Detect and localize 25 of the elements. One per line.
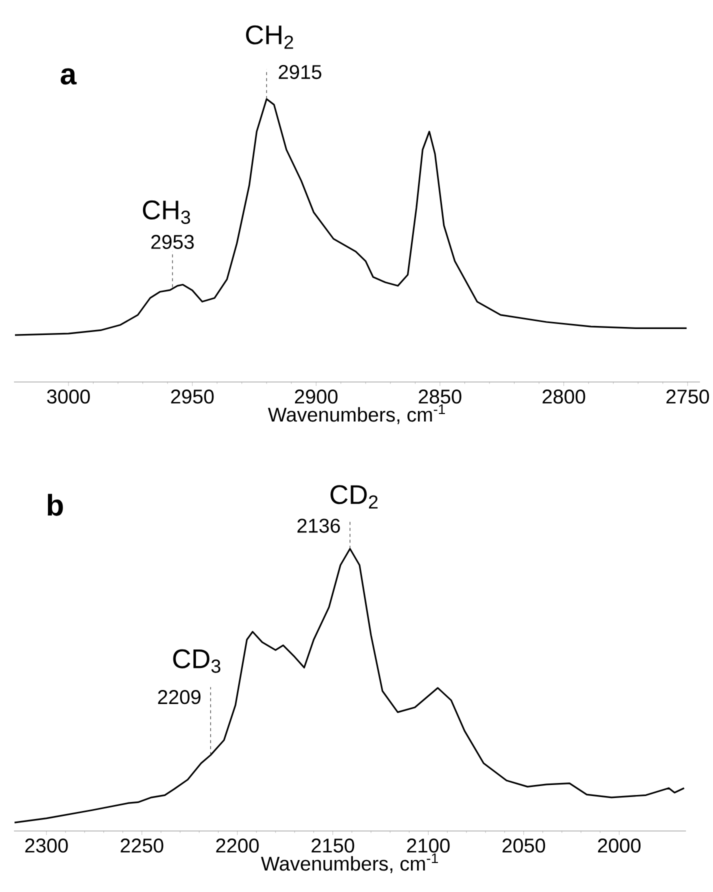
annotation: 2209 [158, 690, 200, 704]
chart-title: b [48, 494, 63, 516]
annotation: CH$_{3}$ [142, 200, 190, 224]
annotation: 2915 [278, 64, 322, 80]
x-tick-label: 2300 [25, 838, 68, 853]
x-tick-label: 2100 [407, 838, 450, 853]
x-tick-label: 2000 [598, 838, 640, 853]
x-tick-label: 2050 [502, 838, 546, 853]
x-tick-label: 2250 [120, 838, 164, 853]
annotation: 2953 [151, 234, 194, 249]
x-tick-label: 2750 [666, 390, 709, 404]
annotation: CH$_{2}$ [246, 25, 294, 49]
annotation: CD$_{3}$ [173, 649, 220, 673]
x-tick-label: 2900 [294, 390, 338, 404]
x-tick-label: 2200 [216, 838, 259, 853]
x-axis-title: Wavenumbers, cm$^{-1}$ [260, 853, 438, 874]
x-axis-title: Wavenumbers, cm$^{-1}$ [268, 404, 445, 424]
chart-title: a [60, 68, 77, 85]
x-tick-label: 2800 [542, 390, 586, 404]
x-tick-label: 3000 [47, 390, 90, 404]
annotation: CD$_{2}$ [330, 485, 378, 508]
x-tick-label: 2150 [312, 838, 354, 853]
x-tick-label: 2950 [171, 390, 214, 404]
annotation: 2136 [297, 518, 340, 533]
x-tick-label: 2850 [418, 390, 462, 404]
